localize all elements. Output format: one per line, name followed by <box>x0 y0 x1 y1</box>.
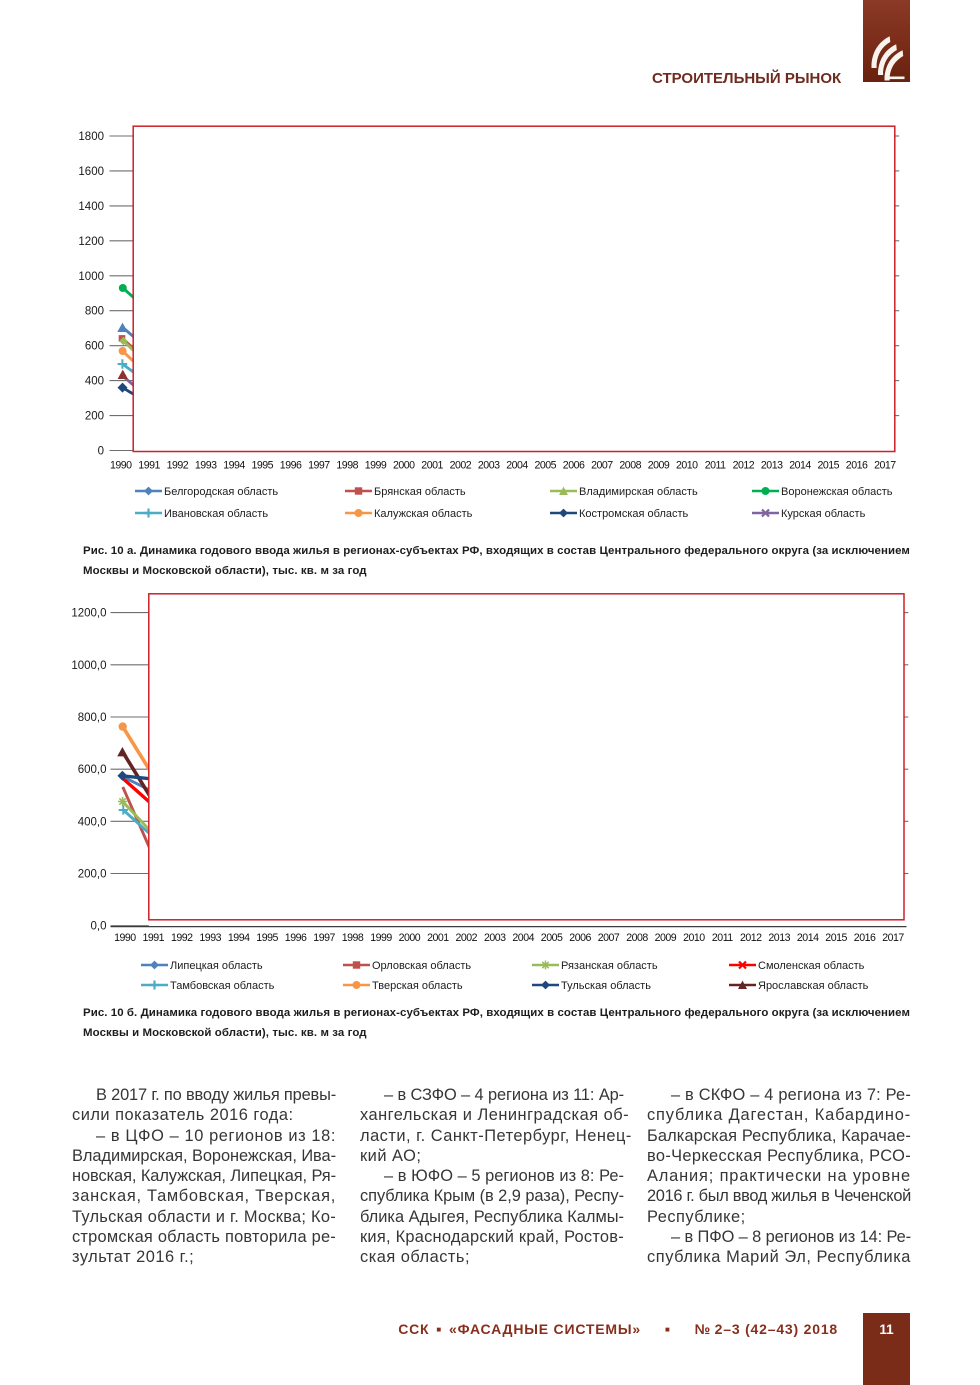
svg-text:2013: 2013 <box>761 460 783 472</box>
svg-text:1998: 1998 <box>342 932 364 944</box>
svg-text:1400: 1400 <box>78 201 104 213</box>
svg-text:2008: 2008 <box>619 460 641 472</box>
svg-text:2012: 2012 <box>733 460 755 472</box>
svg-text:200,0: 200,0 <box>78 869 107 881</box>
svg-text:1998: 1998 <box>336 460 358 472</box>
svg-text:400,0: 400,0 <box>78 816 107 828</box>
svg-text:400: 400 <box>85 376 104 388</box>
svg-text:2010: 2010 <box>676 460 698 472</box>
svg-text:2014: 2014 <box>789 460 811 472</box>
svg-text:2013: 2013 <box>768 932 790 944</box>
svg-text:600: 600 <box>85 341 104 353</box>
svg-text:2002: 2002 <box>456 932 478 944</box>
svg-text:1994: 1994 <box>228 932 250 944</box>
svg-text:1200: 1200 <box>78 236 104 248</box>
svg-text:2001: 2001 <box>427 932 449 944</box>
svg-text:1000: 1000 <box>78 271 104 283</box>
svg-text:1200,0: 1200,0 <box>71 608 106 620</box>
svg-text:2009: 2009 <box>655 932 677 944</box>
svg-text:2002: 2002 <box>450 460 472 472</box>
svg-text:2014: 2014 <box>797 932 819 944</box>
svg-text:2017: 2017 <box>882 932 904 944</box>
svg-text:1993: 1993 <box>195 460 217 472</box>
svg-text:2005: 2005 <box>535 460 557 472</box>
svg-text:2004: 2004 <box>506 460 528 472</box>
svg-text:1997: 1997 <box>313 932 335 944</box>
svg-text:2007: 2007 <box>591 460 613 472</box>
svg-text:2015: 2015 <box>818 460 840 472</box>
svg-text:1990: 1990 <box>110 460 132 472</box>
svg-text:2008: 2008 <box>626 932 648 944</box>
svg-text:1995: 1995 <box>256 932 278 944</box>
svg-text:1999: 1999 <box>370 932 392 944</box>
svg-text:2003: 2003 <box>484 932 506 944</box>
svg-text:2011: 2011 <box>712 932 733 944</box>
svg-text:1800: 1800 <box>78 131 104 143</box>
svg-text:2004: 2004 <box>512 932 534 944</box>
svg-text:2003: 2003 <box>478 460 500 472</box>
svg-text:2010: 2010 <box>683 932 705 944</box>
svg-text:2012: 2012 <box>740 932 762 944</box>
svg-text:2015: 2015 <box>825 932 847 944</box>
svg-text:1990: 1990 <box>114 932 136 944</box>
svg-text:0,0: 0,0 <box>91 921 107 933</box>
svg-text:1997: 1997 <box>308 460 330 472</box>
svg-text:2009: 2009 <box>648 460 670 472</box>
svg-text:2011: 2011 <box>705 460 726 472</box>
svg-text:0: 0 <box>98 446 104 458</box>
svg-text:600,0: 600,0 <box>78 764 107 776</box>
svg-text:1999: 1999 <box>365 460 387 472</box>
svg-text:2006: 2006 <box>569 932 591 944</box>
svg-text:2005: 2005 <box>541 932 563 944</box>
svg-text:2001: 2001 <box>421 460 443 472</box>
svg-text:2007: 2007 <box>598 932 620 944</box>
svg-text:1991: 1991 <box>138 460 160 472</box>
svg-text:1993: 1993 <box>199 932 221 944</box>
svg-text:2016: 2016 <box>846 460 868 472</box>
svg-text:200: 200 <box>85 411 104 423</box>
svg-text:1996: 1996 <box>285 932 307 944</box>
svg-text:2006: 2006 <box>563 460 585 472</box>
svg-text:1600: 1600 <box>78 166 104 178</box>
svg-text:1992: 1992 <box>167 460 189 472</box>
svg-text:2000: 2000 <box>399 932 421 944</box>
svg-text:1000,0: 1000,0 <box>71 660 106 672</box>
svg-text:1994: 1994 <box>223 460 245 472</box>
svg-text:2000: 2000 <box>393 460 415 472</box>
svg-text:1991: 1991 <box>143 932 165 944</box>
svg-text:1995: 1995 <box>252 460 274 472</box>
svg-text:1992: 1992 <box>171 932 193 944</box>
svg-text:1996: 1996 <box>280 460 302 472</box>
svg-text:800,0: 800,0 <box>78 712 107 724</box>
svg-text:800: 800 <box>85 306 104 318</box>
svg-text:2017: 2017 <box>874 460 896 472</box>
svg-text:2016: 2016 <box>854 932 876 944</box>
